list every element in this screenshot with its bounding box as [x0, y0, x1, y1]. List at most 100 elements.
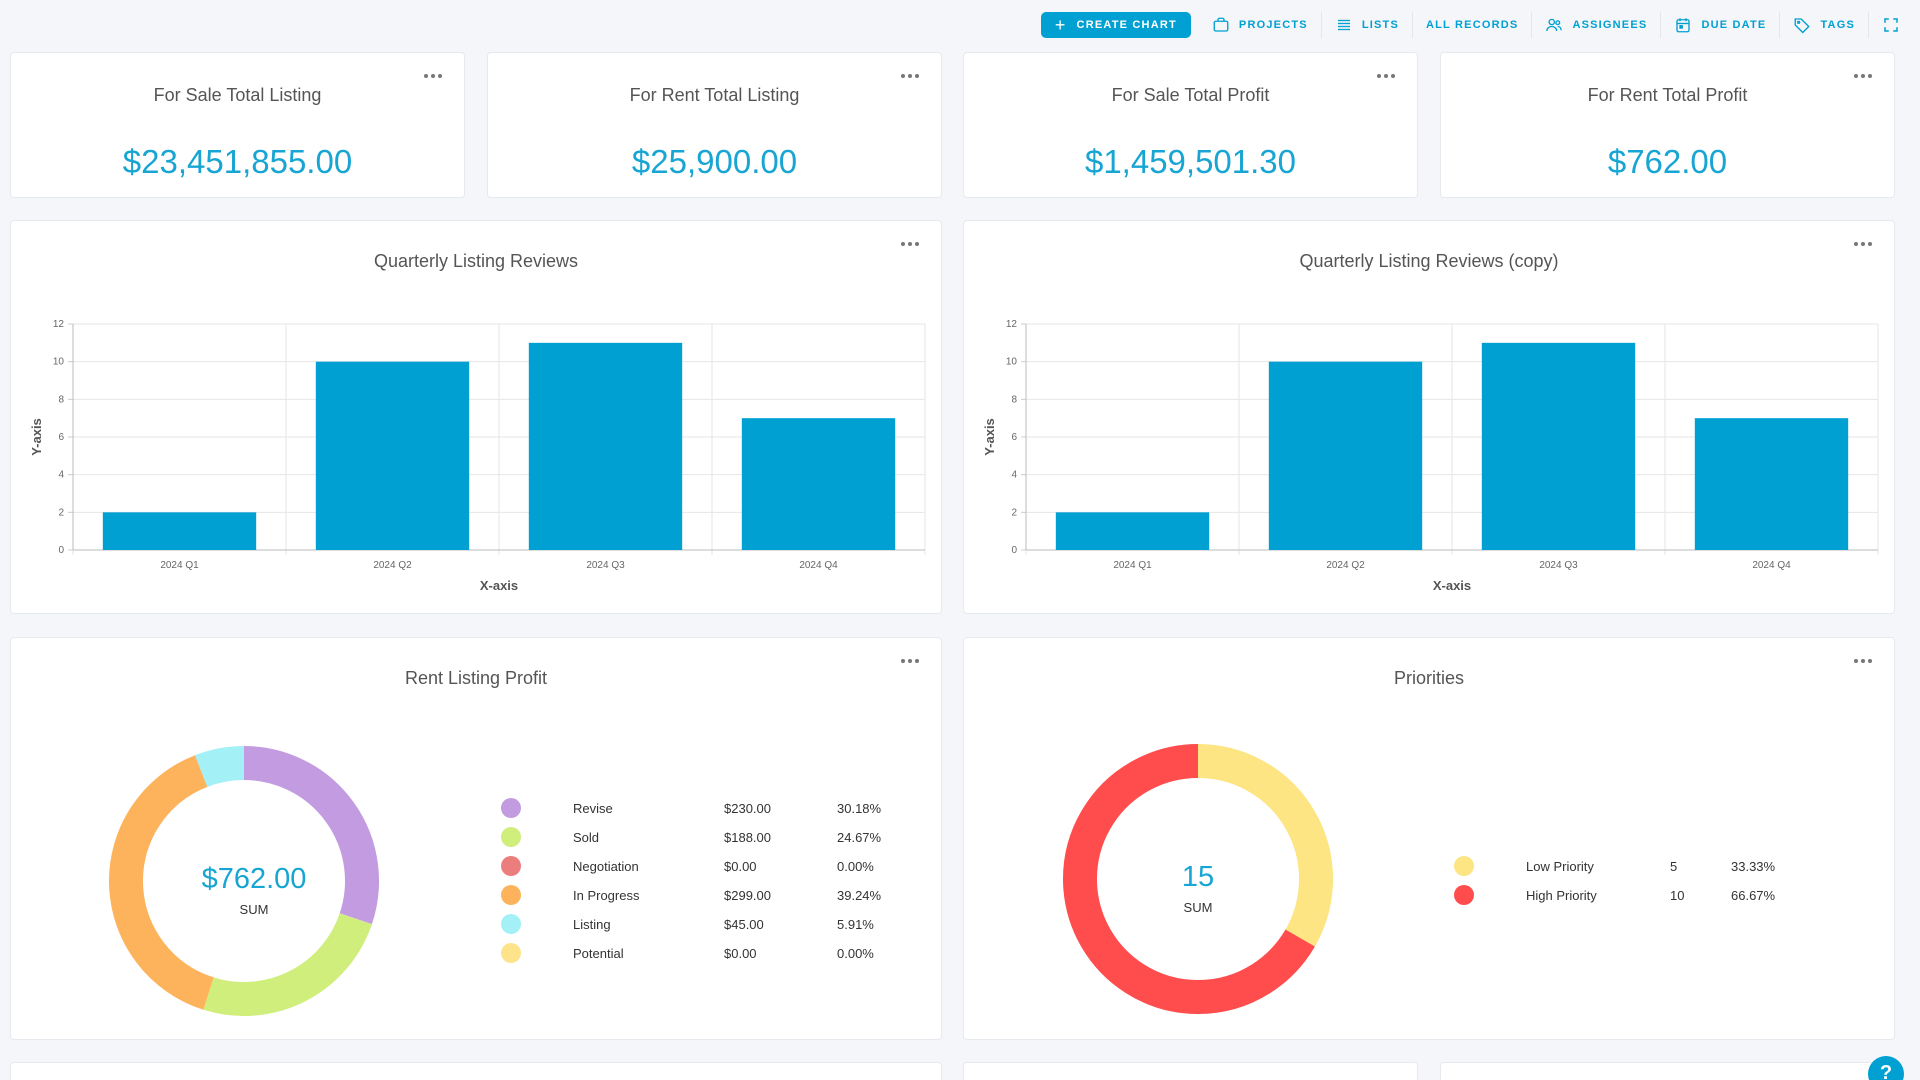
donut-slice — [195, 746, 245, 788]
more-options-icon[interactable] — [901, 71, 921, 81]
partial-card — [963, 1062, 1418, 1080]
bar-chart: 0 2 4 6 8 10 12 2024 Q1 2024 Q2 2024 Q3 2024 Q4 X-a… — [29, 319, 926, 593]
more-options-icon[interactable] — [1854, 239, 1874, 249]
legend-percent: 30.18% — [837, 800, 882, 816]
bar — [528, 342, 683, 550]
bar-chart-card: Quarterly Listing Reviews 0 2 4 6 8 10 12 2024 … — [10, 220, 942, 614]
donut-slice — [1063, 744, 1315, 1014]
legend-row: Negotiation $0.00 0.00% — [501, 856, 921, 876]
donut-center-value: $762.00 — [201, 863, 307, 895]
y-tick-label: 12 — [53, 319, 65, 330]
legend-dot — [501, 798, 521, 818]
due-date-label: DUE DATE — [1701, 19, 1767, 31]
expand-icon — [1884, 18, 1898, 32]
kpi-title: For Sale Total Profit — [1111, 85, 1270, 105]
bar — [1055, 512, 1210, 550]
chart-title: Rent Listing Profit — [404, 668, 548, 688]
legend-label: Sold — [573, 829, 600, 845]
legend-label: High Priority — [1526, 887, 1597, 903]
kpi-card-for-rent-profit: For Rent Total Profit $762.00 — [1440, 52, 1895, 198]
more-options-icon[interactable] — [1854, 71, 1874, 81]
chart-title: Priorities — [1393, 668, 1464, 688]
x-tick-label: 2024 Q1 — [1113, 560, 1152, 571]
donut-slice — [203, 912, 372, 1016]
donut-legend: Revise $230.00 30.18% Sold $188.00 24.67% Nego… — [501, 798, 921, 963]
bar — [1694, 418, 1849, 550]
create-chart-button[interactable]: + CREATE CHART — [1040, 12, 1191, 38]
more-options-icon[interactable] — [901, 656, 921, 666]
chart-title: Quarterly Listing Reviews (copy) — [1299, 251, 1559, 271]
x-tick-label: 2024 Q2 — [1326, 560, 1365, 571]
y-tick-label: 12 — [1006, 319, 1018, 330]
y-tick-label: 2 — [1011, 507, 1017, 518]
legend-dot — [501, 856, 521, 876]
more-options-icon[interactable] — [901, 239, 921, 249]
donut-chart — [109, 746, 379, 1016]
donut-chart — [1063, 744, 1333, 1014]
y-tick-label: 2 — [58, 507, 64, 518]
y-tick-label: 4 — [1011, 470, 1017, 481]
legend-value: $0.00 — [724, 858, 757, 874]
x-tick-label: 2024 Q3 — [1539, 560, 1578, 571]
kpi-card-for-sale-profit: For Sale Total Profit $1,459,501.30 — [963, 52, 1418, 198]
legend-percent: 66.67% — [1731, 887, 1776, 903]
legend-row: Potential $0.00 0.00% — [501, 943, 921, 963]
partial-card — [1440, 1062, 1895, 1080]
legend-dot — [1454, 856, 1474, 876]
donut-center-label: SUM — [1183, 900, 1213, 915]
legend-dot — [501, 914, 521, 934]
tags-label: TAGS — [1820, 19, 1855, 31]
tags-filter[interactable]: TAGS — [1779, 12, 1868, 38]
more-options-icon[interactable] — [1854, 656, 1874, 666]
fullscreen-button[interactable] — [1868, 12, 1906, 38]
y-tick-label: 0 — [58, 545, 64, 556]
partial-card — [10, 1062, 942, 1080]
y-tick-label: 4 — [58, 470, 64, 481]
legend-label: Negotiation — [573, 858, 639, 874]
more-options-icon[interactable] — [1377, 71, 1397, 81]
legend-label: Revise — [573, 800, 613, 816]
donut-center-label: SUM — [239, 902, 269, 917]
x-tick-label: 2024 Q4 — [1752, 560, 1791, 571]
legend-row: Low Priority 5 33.33% — [1454, 856, 1874, 876]
lists-filter[interactable]: LISTS — [1320, 12, 1412, 38]
help-button[interactable]: ? — [1868, 1056, 1904, 1080]
legend-value: $299.00 — [724, 887, 771, 903]
donut-slice — [243, 746, 379, 925]
bar — [1268, 361, 1423, 550]
donut-chart-card: Priorities 15 SUM Low Priority 5 33.33% Hig… — [963, 637, 1895, 1040]
legend-label: In Progress — [573, 887, 640, 903]
y-tick-label: 6 — [1011, 432, 1017, 443]
kpi-title: For Rent Total Profit — [1587, 85, 1748, 105]
y-tick-label: 8 — [1011, 394, 1017, 405]
projects-filter[interactable]: PROJECTS — [1199, 12, 1321, 38]
assignees-label: ASSIGNEES — [1572, 19, 1648, 31]
bar — [741, 418, 896, 550]
x-axis-label: X-axis — [480, 578, 518, 593]
kpi-value: $23,451,855.00 — [122, 143, 353, 180]
kpi-value: $1,459,501.30 — [1084, 143, 1297, 180]
donut-center: 15 SUM — [1088, 861, 1308, 915]
due-date-filter[interactable]: DUE DATE — [1660, 12, 1779, 38]
x-tick-label: 2024 Q4 — [799, 560, 838, 571]
legend-row: Sold $188.00 24.67% — [501, 827, 921, 847]
legend-percent: 24.67% — [837, 829, 882, 845]
bar-chart-card: Quarterly Listing Reviews (copy) 0 2 4 6 8 10… — [963, 220, 1895, 614]
list-icon — [1337, 19, 1350, 31]
kpi-title: For Rent Total Listing — [629, 85, 800, 105]
more-options-icon[interactable] — [424, 71, 444, 81]
legend-percent: 39.24% — [837, 887, 882, 903]
x-tick-label: 2024 Q2 — [373, 560, 412, 571]
legend-dot — [501, 827, 521, 847]
projects-label: PROJECTS — [1238, 19, 1308, 31]
all-records-filter[interactable]: ALL RECORDS — [1411, 12, 1531, 38]
kpi-value: $25,900.00 — [631, 143, 798, 180]
lists-label: LISTS — [1361, 19, 1399, 31]
y-tick-label: 8 — [58, 394, 64, 405]
kpi-title: For Sale Total Listing — [153, 85, 322, 105]
assignees-filter[interactable]: ASSIGNEES — [1531, 12, 1660, 38]
kpi-card-for-sale-listing: For Sale Total Listing $23,451,855.00 — [10, 52, 465, 198]
chart-title: Quarterly Listing Reviews — [373, 251, 579, 271]
plus-icon: + — [1054, 15, 1067, 35]
create-chart-label: CREATE CHART — [1076, 19, 1177, 31]
